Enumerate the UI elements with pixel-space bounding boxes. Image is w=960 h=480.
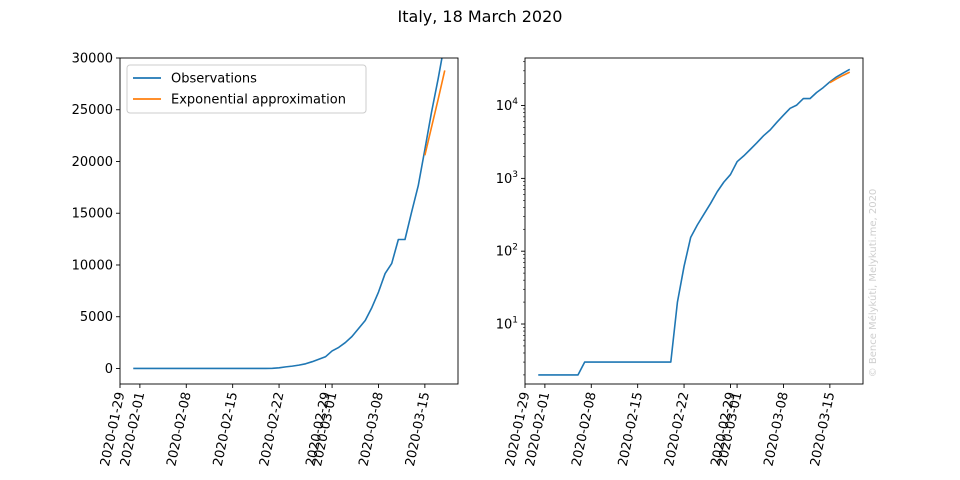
series-lines xyxy=(133,58,446,370)
series-lines xyxy=(538,68,851,376)
y-tick-label: 15000 xyxy=(72,207,113,222)
y-tick-label: 104 xyxy=(496,97,519,114)
linear-scale-chart: 0500010000150002000025000300002020-01-29… xyxy=(72,52,459,468)
series-line-exponential-approximation xyxy=(424,70,446,156)
legend-entry-label: Exponential approximation xyxy=(171,93,346,108)
legend: Observations Exponential approximation xyxy=(126,64,367,114)
axes-frame xyxy=(119,57,459,385)
y-tick-label: 101 xyxy=(496,316,518,333)
series-line-observations xyxy=(133,58,443,370)
y-tick-label: 0 xyxy=(105,362,113,377)
y-tick-label: 102 xyxy=(496,243,518,260)
figure-title: Italy, 18 March 2020 xyxy=(398,7,563,26)
legend-box xyxy=(126,64,367,114)
y-tick-label: 25000 xyxy=(72,103,113,118)
axes-frame xyxy=(524,57,864,385)
y-tick-label: 30000 xyxy=(72,52,113,67)
series-line-observations xyxy=(538,68,851,376)
legend-entry-label: Observations xyxy=(171,72,257,87)
y-tick-label: 20000 xyxy=(72,155,113,170)
y-tick-label: 103 xyxy=(496,170,518,187)
series-line-exponential-approximation xyxy=(829,71,851,84)
copyright-credit: © Bence Mélykúti, Melykuti.me, 2020 xyxy=(867,189,879,378)
y-tick-label: 5000 xyxy=(80,310,113,325)
y-tick-label: 10000 xyxy=(72,258,113,273)
